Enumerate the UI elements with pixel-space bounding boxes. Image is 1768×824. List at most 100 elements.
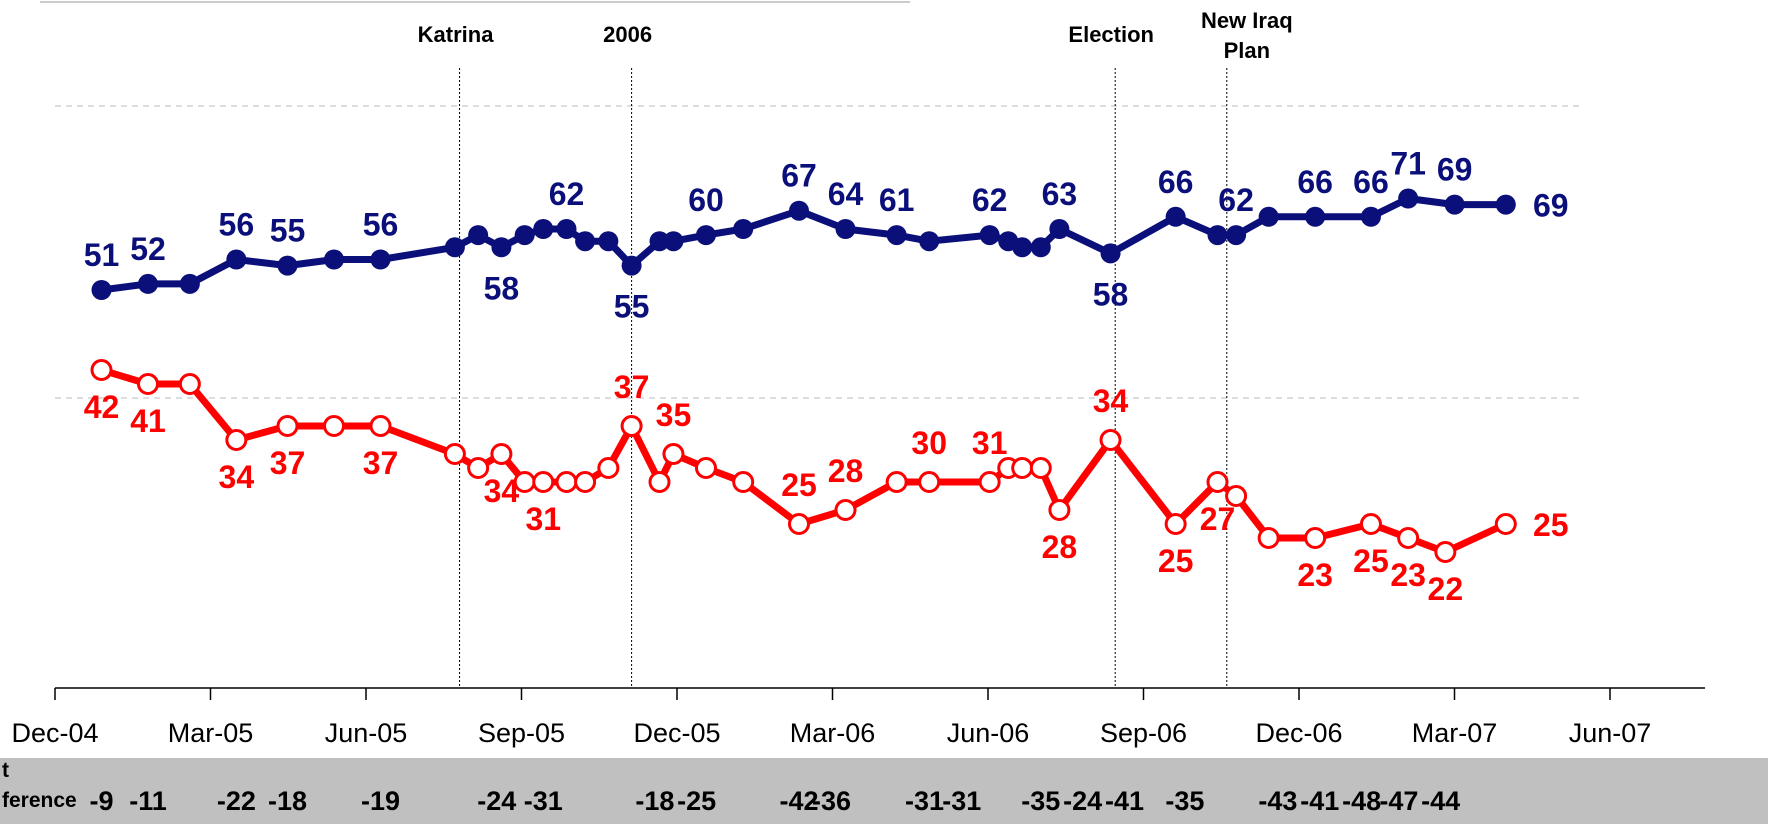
series-point [834, 499, 857, 521]
data-label: 58 [484, 270, 520, 306]
series-point [532, 471, 555, 493]
difference-label-line1: t [2, 759, 9, 782]
series-points [90, 188, 1517, 563]
x-tick-label: Sep-05 [478, 718, 565, 748]
data-label: 30 [911, 425, 947, 461]
difference-value: -24 [1063, 786, 1103, 816]
series-point [1434, 541, 1457, 563]
data-label: 56 [363, 207, 399, 243]
series-point [979, 225, 1000, 246]
series-point [444, 237, 465, 258]
series-point [733, 219, 754, 239]
series-point [662, 443, 685, 465]
x-tick-label: Mar-07 [1412, 718, 1498, 748]
data-label: 42 [84, 389, 120, 425]
difference-value: -25 [677, 786, 717, 816]
series-point [556, 219, 577, 239]
difference-value: -24 [477, 786, 517, 816]
data-label: 23 [1297, 557, 1333, 593]
series-point [138, 273, 158, 294]
data-label: 66 [1158, 164, 1194, 200]
series-point [555, 471, 578, 493]
series-point [621, 255, 642, 276]
difference-value: -31 [942, 786, 982, 816]
series-point [277, 255, 298, 276]
series-point [1305, 206, 1326, 227]
difference-value: -18 [267, 786, 308, 816]
data-label: 31 [525, 501, 561, 537]
difference-value: -41 [1300, 786, 1340, 816]
series-point [789, 200, 809, 221]
x-tick-label: Dec-04 [11, 718, 98, 748]
data-label: 27 [1200, 501, 1236, 537]
data-label: 71 [1390, 146, 1426, 182]
difference-value: -18 [635, 786, 675, 816]
series-point [835, 219, 856, 239]
event-label: New Iraq [1201, 8, 1293, 33]
data-label: 41 [130, 403, 166, 439]
series-point [91, 280, 112, 300]
series-point [886, 225, 907, 246]
difference-value: -9 [89, 786, 114, 816]
event-markers: Katrina 2006 Election New Iraq Plan [418, 8, 1293, 688]
series-point [1206, 471, 1229, 493]
gridlines [55, 105, 1580, 399]
series-point [919, 231, 940, 252]
series-point [1258, 206, 1279, 227]
series-point [1495, 194, 1516, 215]
data-label: 28 [1042, 529, 1078, 565]
data-label: 62 [549, 176, 585, 212]
data-label: 63 [1042, 176, 1078, 212]
difference-value: -19 [360, 786, 401, 816]
data-label: 25 [1353, 543, 1389, 579]
series-point [225, 429, 248, 451]
event-label: Election [1068, 22, 1154, 47]
series-point [1444, 194, 1465, 215]
series-point [978, 471, 1001, 493]
data-label: 22 [1428, 571, 1464, 607]
series-point [467, 457, 490, 479]
series-point [788, 513, 810, 535]
difference-value: -41 [1104, 786, 1145, 816]
series-point [1304, 527, 1327, 549]
series-point [1226, 225, 1247, 246]
data-label: 61 [879, 182, 915, 218]
series-point [443, 443, 466, 465]
series-point [1398, 188, 1419, 209]
data-label: 35 [656, 397, 692, 433]
series-point [1360, 206, 1381, 227]
series-point [575, 231, 596, 252]
data-label: 62 [1218, 182, 1254, 218]
difference-value: -44 [1421, 786, 1461, 816]
series-point [696, 225, 716, 246]
series-point [648, 471, 671, 493]
series-point [490, 443, 513, 465]
series-point [323, 415, 345, 437]
difference-value: -35 [1021, 786, 1061, 816]
series-point [1012, 237, 1033, 258]
series-point [226, 249, 247, 270]
x-tick-label: Jun-07 [1569, 718, 1652, 748]
data-label: 25 [1533, 507, 1569, 543]
series-point [1011, 457, 1034, 479]
series-point [324, 249, 344, 270]
data-label: 25 [781, 467, 817, 503]
data-label: 23 [1390, 557, 1426, 593]
difference-value: -43 [1258, 786, 1298, 816]
series-point [732, 471, 755, 493]
series-point [514, 225, 535, 246]
series-point [1494, 513, 1517, 535]
data-label: 51 [84, 237, 120, 273]
x-tick-label: Jun-06 [947, 718, 1030, 748]
data-label: 66 [1297, 164, 1333, 200]
series-point [1225, 485, 1248, 507]
series-point [649, 231, 670, 252]
x-axis: Dec-04 Mar-05 Jun-05 Sep-05 Dec-05 Mar-06 Jun-… [11, 687, 1705, 748]
series-point [597, 457, 620, 479]
series-point [1257, 527, 1280, 549]
difference-value: -36 [812, 786, 852, 816]
data-label: 34 [484, 473, 520, 509]
series-point [276, 415, 299, 437]
difference-value: -31 [523, 786, 563, 816]
